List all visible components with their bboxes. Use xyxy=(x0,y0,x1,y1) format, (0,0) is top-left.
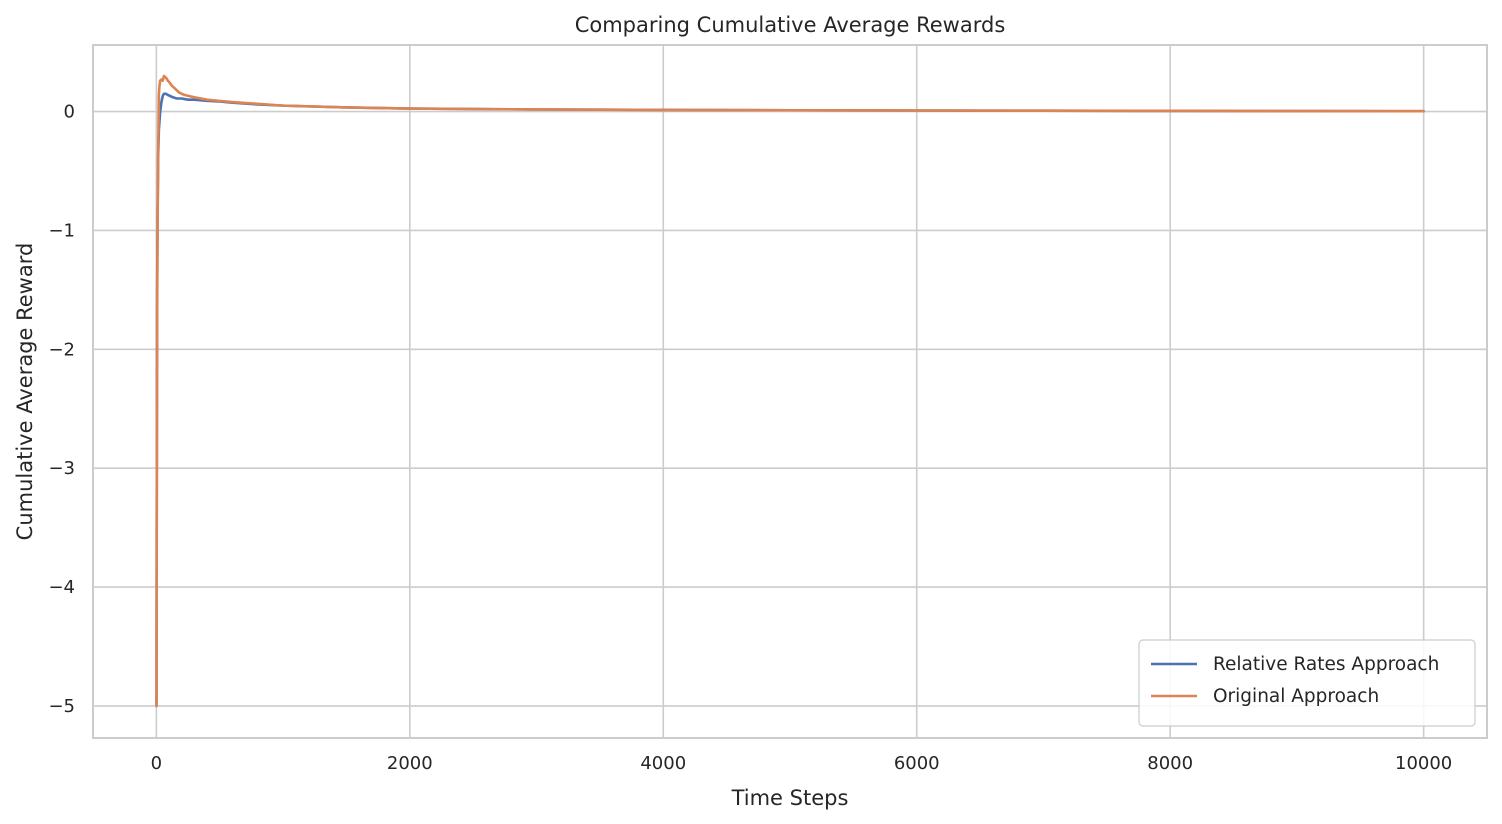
y-tick-label: −4 xyxy=(48,577,75,598)
x-tick-label: 4000 xyxy=(640,753,686,774)
plot-frame xyxy=(92,44,1488,739)
legend-label: Original Approach xyxy=(1213,686,1379,707)
x-axis-title: Time Steps xyxy=(731,786,849,810)
series-line-original xyxy=(155,74,1425,708)
grid xyxy=(93,45,1487,738)
y-tick-label: −3 xyxy=(48,458,75,479)
x-tick-label: 6000 xyxy=(894,753,940,774)
y-axis-title: Cumulative Average Reward xyxy=(13,243,37,541)
x-tick-label: 0 xyxy=(151,753,162,774)
x-tick-label: 10000 xyxy=(1395,753,1452,774)
legend-box xyxy=(1138,639,1476,727)
y-tick-label: 0 xyxy=(64,102,75,123)
series-lines xyxy=(155,74,1425,708)
x-tick-label: 8000 xyxy=(1147,753,1193,774)
y-tick-label: −2 xyxy=(48,339,75,360)
legend-label: Relative Rates Approach xyxy=(1213,654,1439,675)
legend: Relative Rates Approach Original Approach xyxy=(1138,639,1476,727)
x-tick-label: 2000 xyxy=(387,753,433,774)
tick-labels: 0 2000 4000 6000 8000 10000 0 −1 −2 −3 −4 −5 xyxy=(48,102,1452,774)
chart-title: Comparing Cumulative Average Rewards xyxy=(575,13,1006,37)
y-tick-label: −5 xyxy=(48,696,75,717)
series-line-relative-rates xyxy=(155,92,1425,708)
y-tick-label: −1 xyxy=(48,220,75,241)
